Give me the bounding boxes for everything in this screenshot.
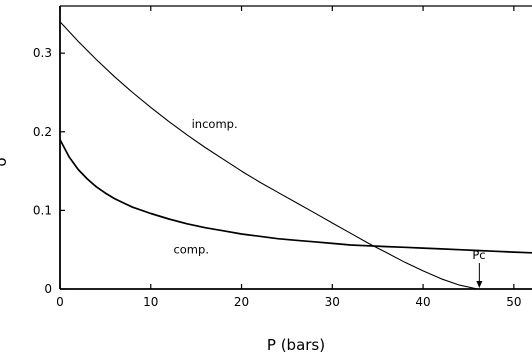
series-layer: [59, 21, 532, 290]
y-tick-label: 0.2: [33, 125, 52, 139]
series-line-comp: [59, 138, 532, 254]
x-tick-label: 50: [506, 295, 521, 309]
pc-annotation: Pc: [472, 248, 486, 288]
pc-arrow-head: [476, 281, 483, 288]
annotation-incomp: incomp.: [192, 117, 238, 131]
y-tick-label: 0.3: [33, 46, 52, 60]
x-axis-label: P (bars): [267, 336, 325, 354]
annotation-comp: comp.: [173, 243, 209, 257]
x-tick-label: 40: [415, 295, 430, 309]
x-tick-label: 20: [234, 295, 249, 309]
annotation-pc-label: Pc: [472, 248, 485, 262]
x-tick-label: 0: [56, 295, 64, 309]
series-line-incomp: [59, 21, 479, 290]
x-ticks: 0 10 20 30 40 50: [56, 6, 521, 309]
plot-frame: [59, 5, 532, 290]
y-ticks: 0 0.1 0.2 0.3: [33, 46, 65, 296]
y-tick-label: 0.1: [33, 203, 52, 217]
x-tick-label: 30: [325, 295, 340, 309]
y-axis-label: δ: [0, 157, 10, 166]
x-tick-label: 10: [143, 295, 158, 309]
y-tick-label: 0: [44, 282, 52, 296]
